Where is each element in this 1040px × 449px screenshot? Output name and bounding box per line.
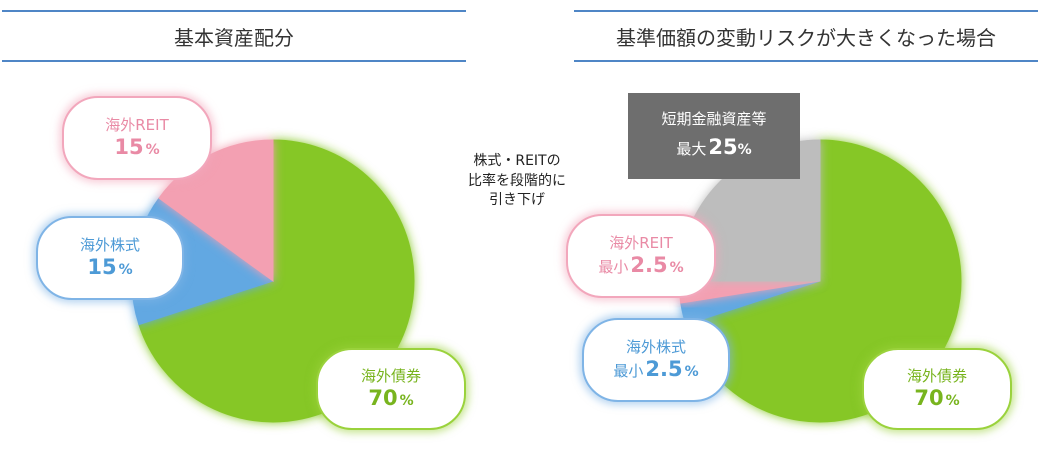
right-bond-label: 海外債券 70%: [862, 348, 1012, 430]
right-short-value: 25: [708, 135, 738, 160]
left-bond-unit: %: [399, 393, 414, 410]
right-reit-unit: %: [669, 260, 684, 277]
right-reit-prefix: 最小: [598, 258, 629, 277]
left-reit-name: 海外REIT: [105, 115, 169, 134]
right-bond-unit: %: [945, 393, 960, 410]
left-stock-label: 海外株式 15%: [36, 216, 184, 300]
left-stock-value: 15: [87, 255, 117, 280]
left-bond-value: 70: [368, 386, 398, 411]
right-short-unit: %: [737, 142, 752, 159]
right-short-name: 短期金融資産等: [661, 110, 767, 129]
right-stock-name: 海外株式: [625, 337, 686, 356]
left-reit-label: 海外REIT 15%: [62, 96, 212, 180]
right-stock-prefix: 最小: [613, 362, 644, 381]
left-stock-unit: %: [118, 262, 133, 279]
note-line-2: 比率を段階的に: [468, 172, 566, 189]
right-bond-value: 70: [914, 386, 944, 411]
right-stock-unit: %: [684, 364, 699, 381]
right-stock-value: 2.5: [645, 357, 683, 382]
note-line-3: 引き下げ: [489, 192, 545, 209]
right-reit-value: 2.5: [630, 253, 668, 278]
right-reit-label: 海外REIT 最小2.5%: [566, 214, 716, 298]
transition-note: 株式・REITの 比率を段階的に 引き下げ: [442, 152, 592, 211]
left-reit-value: 15: [114, 135, 144, 160]
right-reit-name: 海外REIT: [609, 233, 673, 252]
left-bond-label: 海外債券 70%: [316, 348, 466, 430]
left-chart-title: 基本資産配分: [2, 10, 466, 62]
right-stock-label: 海外株式 最小2.5%: [582, 318, 730, 402]
right-short-term-label: 短期金融資産等 最大25%: [628, 93, 800, 179]
left-reit-unit: %: [145, 142, 160, 159]
right-bond-name: 海外債券: [906, 366, 967, 385]
right-chart-title: 基準価額の変動リスクが大きくなった場合: [574, 10, 1038, 62]
left-bond-name: 海外債券: [360, 366, 421, 385]
right-short-prefix: 最大: [676, 140, 707, 159]
left-stock-name: 海外株式: [79, 235, 140, 254]
note-line-1: 株式・REITの: [473, 153, 561, 169]
